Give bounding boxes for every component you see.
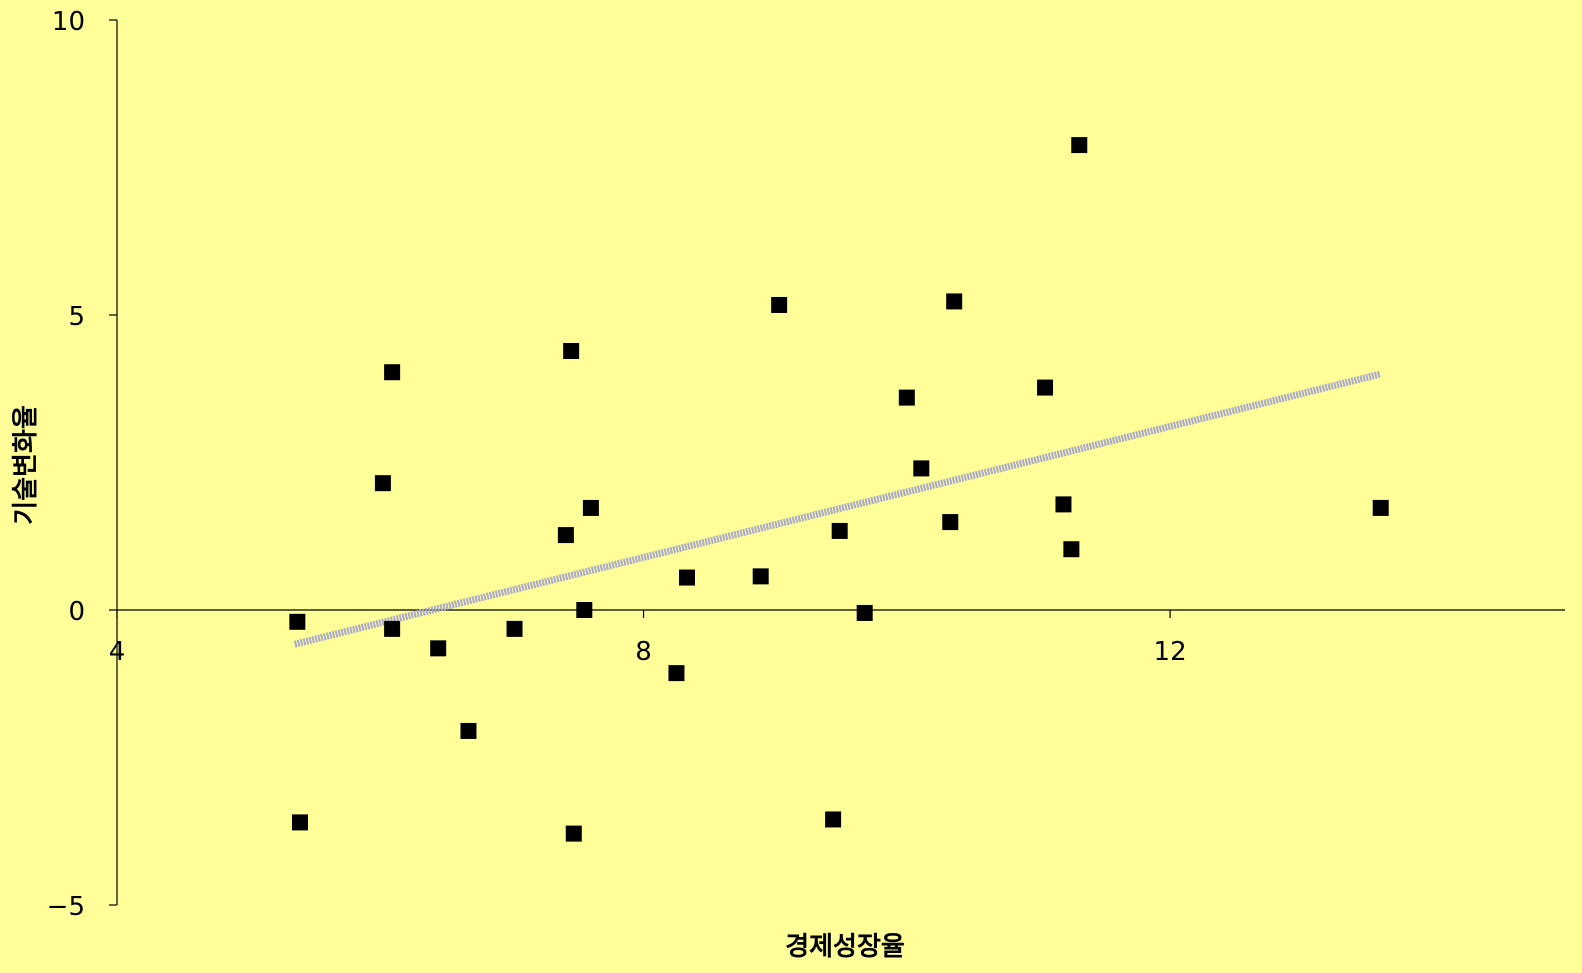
scatter-point	[752, 568, 769, 585]
y-tick-label: 10	[52, 7, 85, 37]
scatter-point	[374, 475, 391, 492]
y-tick-label: 5	[68, 302, 85, 332]
scatter-point	[565, 825, 582, 842]
y-tick-label: −5	[47, 892, 85, 922]
scatter-point	[557, 527, 574, 544]
scatter-point	[825, 811, 842, 828]
y-tick-label: 0	[68, 597, 85, 627]
scatter-point	[946, 293, 963, 310]
scatter-point	[678, 569, 695, 586]
y-axis-label: 기술변화율	[11, 405, 41, 525]
trendline	[293, 370, 1382, 648]
scatter-point	[1372, 499, 1389, 516]
scatter-point	[856, 604, 873, 621]
scatter-point	[563, 342, 580, 359]
scatter-point	[913, 460, 930, 477]
scatter-point	[771, 296, 788, 313]
scatter-point	[898, 389, 915, 406]
axes: −5 0 5 10 4 8 12	[47, 7, 1565, 922]
scatter-point	[291, 814, 308, 831]
data-points	[289, 137, 1389, 842]
scatter-point	[1071, 137, 1088, 154]
scatter-point	[384, 364, 401, 381]
scatter-point	[289, 613, 306, 630]
scatter-point	[831, 522, 848, 539]
scatter-point	[1055, 496, 1072, 513]
scatter-point	[506, 620, 523, 637]
scatter-point	[942, 514, 959, 531]
scatter-point	[582, 499, 599, 516]
scatter-point	[384, 620, 401, 637]
scatter-point	[460, 722, 477, 739]
x-axis-label: 경제성장율	[785, 932, 905, 962]
x-tick-label: 4	[109, 637, 126, 667]
trendline-layer	[293, 370, 1382, 648]
scatter-point	[1063, 541, 1080, 558]
x-tick-label: 12	[1154, 637, 1187, 667]
scatter-point	[576, 602, 593, 618]
scatter-point	[668, 665, 685, 682]
scatter-point	[430, 640, 447, 657]
x-tick-label: 8	[635, 637, 652, 667]
scatter-point	[1037, 379, 1054, 396]
